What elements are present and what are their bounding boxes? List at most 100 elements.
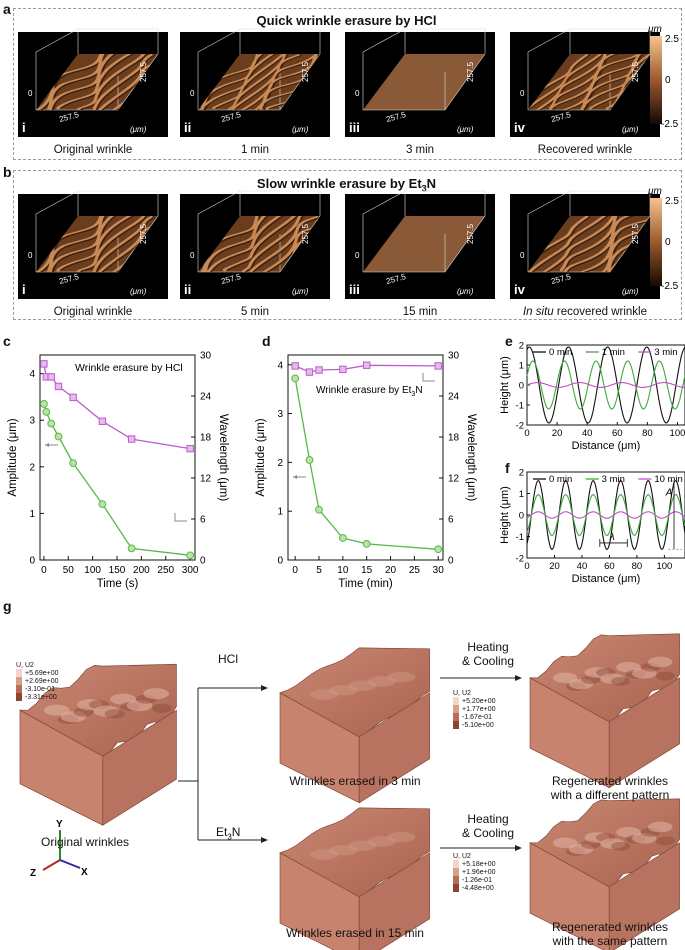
wrinkle-ridge: [202, 216, 269, 272]
wrinkle-ridge: [44, 54, 106, 110]
tile-axis-unit: (μm): [622, 125, 639, 134]
block-right-face: [358, 692, 430, 804]
panel-a-title: Quick wrinkle erasure by HCl: [256, 13, 437, 28]
legend-label: 3 min: [654, 347, 677, 358]
caption-italic: In situ: [522, 306, 554, 318]
wrinkle-highlight: [93, 705, 120, 717]
data-point-wavelength: [362, 361, 371, 369]
legend-value: -1.67e-01: [462, 713, 492, 721]
axis-y-label: Y: [56, 819, 63, 830]
legend-swatch: [453, 884, 459, 892]
data-point-wavelength: [315, 366, 323, 374]
tile-axis-extent: 257.5: [631, 61, 640, 82]
left-axis-arrowhead: [45, 443, 49, 447]
wrinkle-valley: [528, 54, 608, 110]
wrinkle-highlight: [110, 693, 136, 705]
wrinkle-highlight: [43, 704, 70, 716]
data-point-amplitude: [291, 374, 300, 383]
legend-hcl: U, U2 +5.20e+00 +1.77e+00 -1.67e-01 -5.10e+0…: [453, 690, 495, 729]
y-tick-label: -1: [516, 532, 524, 543]
y2-tick-label: 6: [200, 515, 206, 526]
x-tick-label: 5: [316, 565, 322, 576]
profile-line-10-min: [526, 511, 685, 519]
panel_b-caption-3: 15 min: [402, 306, 438, 318]
x-tick-label: 80: [632, 561, 643, 572]
x-tick-label: 250: [157, 565, 174, 576]
axis-z-label: Z: [30, 868, 36, 879]
y2-tick-label: 0: [448, 556, 454, 567]
wrinkle-highlight: [309, 849, 339, 860]
regen-hcl-caption: Regenerated wrinkles with a different pat…: [550, 774, 670, 802]
data-point-amplitude: [39, 400, 48, 408]
wrinkle-highlight: [632, 833, 657, 844]
legend-row: +1.77e+00: [453, 705, 495, 713]
tile-axis-zero: 0: [190, 251, 195, 260]
tile-roman-numeral: i: [22, 282, 26, 297]
wrinkle-highlight: [329, 844, 358, 856]
tile-roman-numeral: iii: [349, 120, 360, 135]
tile-axis-extent: 257.5: [631, 223, 640, 244]
legend-label: 3 min: [602, 474, 625, 485]
legend-row: +5.20e+00: [453, 697, 495, 705]
legend-title: U, U2: [453, 690, 471, 697]
wrinkle-ridge: [56, 54, 141, 110]
y-tick-label: 1: [277, 507, 283, 518]
y-tick-label: 1: [29, 509, 35, 520]
wrinkle-valley: [250, 216, 320, 272]
legend-row: -1.67e-01: [453, 713, 495, 721]
profile-line-0-min: [526, 346, 685, 424]
wrinkle-ridge: [580, 54, 643, 110]
x-axis-label: Distance (μm): [572, 573, 641, 585]
data-point-wavelength: [305, 368, 314, 376]
wrinkle-valley: [576, 216, 650, 272]
plot-frame: [287, 354, 444, 561]
x-tick-label: 20: [549, 561, 560, 572]
data-point-wavelength: [186, 444, 194, 453]
wrinkle-valley: [94, 54, 155, 110]
wrinkle-valley: [52, 54, 125, 110]
panel-b-title: Slow wrinkle erasure by Et3N: [256, 176, 437, 194]
wrinkle-valley: [94, 216, 155, 272]
legend-row: +5.18e+00: [453, 860, 495, 868]
wrinkle-valley: [36, 54, 105, 110]
data-point-amplitude: [338, 534, 347, 542]
y-tick-label: 3: [29, 416, 35, 427]
panel-b-frame: [13, 170, 682, 320]
colorbar-bar: [650, 198, 662, 286]
right-axis-arrow: [174, 513, 187, 522]
wrinkle-highlight: [647, 656, 673, 668]
x-tick-label: 0: [41, 565, 47, 576]
y2-tick-label: 0: [200, 556, 206, 567]
panel-label-b: b: [3, 164, 12, 180]
wrinkle-highlight: [348, 680, 377, 692]
tile-axis-unit: (μm): [130, 287, 147, 296]
y-tick-label: 3: [277, 409, 283, 420]
wrinkle-ridge: [528, 54, 588, 110]
data-point-wavelength: [40, 360, 48, 368]
wrinkle-valley: [592, 54, 650, 109]
legend-label: 1 min: [602, 347, 625, 358]
y-axis-label: Amplitude (μm): [255, 418, 267, 496]
wrinkle-highlight: [600, 838, 626, 849]
wrinkle-shadow: [610, 676, 631, 686]
panel-label-d: d: [262, 333, 271, 349]
tile-axis-unit: (μm): [622, 287, 639, 296]
legend-row: -3.31e+00: [16, 693, 58, 701]
legend-swatch: [453, 705, 459, 713]
axis-z: [42, 859, 61, 871]
y-axis-label: Amplitude (μm): [7, 418, 19, 496]
tile-axis-extent: 257.5: [139, 223, 148, 244]
block-left-face: [529, 842, 610, 950]
wrinkle-highlight: [584, 667, 610, 678]
profile-line-3-min: [526, 494, 685, 536]
y2-axis-label: Wavelength (μm): [217, 414, 229, 502]
colorbar-bar: [650, 36, 662, 124]
heating-label-top: Heating & Cooling: [461, 640, 515, 668]
wrinkle-highlight: [616, 661, 641, 673]
x-tick-label: 100: [670, 428, 685, 439]
wrinkle-highlight: [600, 673, 626, 684]
wrinkle-highlight: [568, 843, 594, 855]
wrinkle-ridge: [559, 216, 622, 272]
y2-tick-label: 24: [448, 392, 460, 403]
tile-roman-numeral: i: [22, 120, 26, 135]
